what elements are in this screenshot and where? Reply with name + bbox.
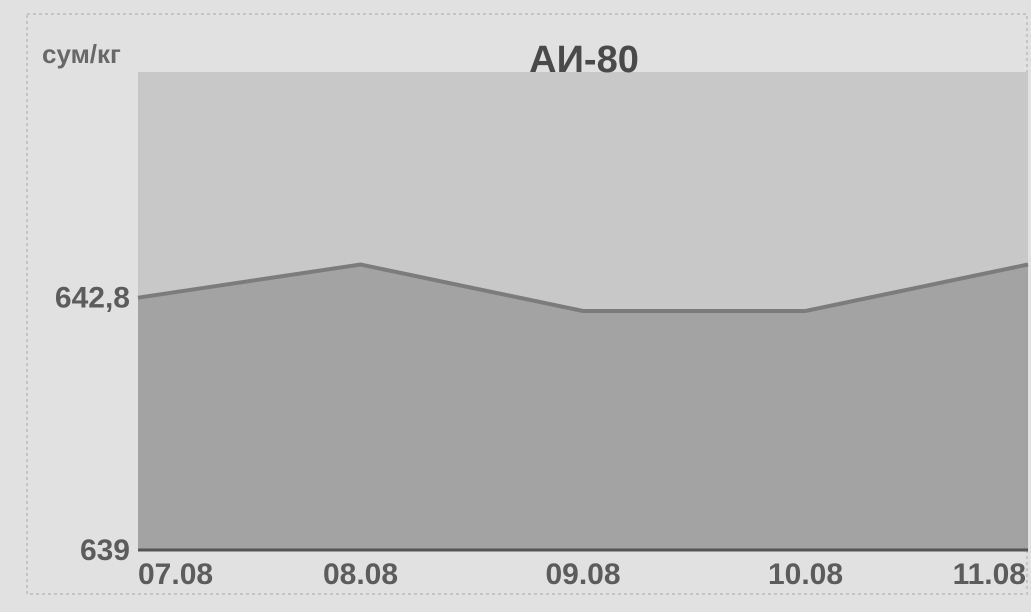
series-line <box>137 262 1029 313</box>
x-tick-label: 08.08 <box>323 558 398 591</box>
x-tick-label: 10.08 <box>768 558 843 591</box>
y-tick-label: 639 <box>80 534 130 567</box>
y-axis-unit-label: сум/кг <box>42 39 121 69</box>
x-tick-label: 07.08 <box>138 558 213 591</box>
x-tick-label: 11.08 <box>953 558 1026 591</box>
chart-title: АИ-80 <box>529 39 639 81</box>
series-area-fill <box>138 264 1028 550</box>
y-tick-label: 642,8 <box>55 282 130 315</box>
tick-labels: 07.08 08.08 09.08 10.08 11.08 639 642,8 <box>55 282 1026 591</box>
x-tick-label: 09.08 <box>545 558 620 591</box>
